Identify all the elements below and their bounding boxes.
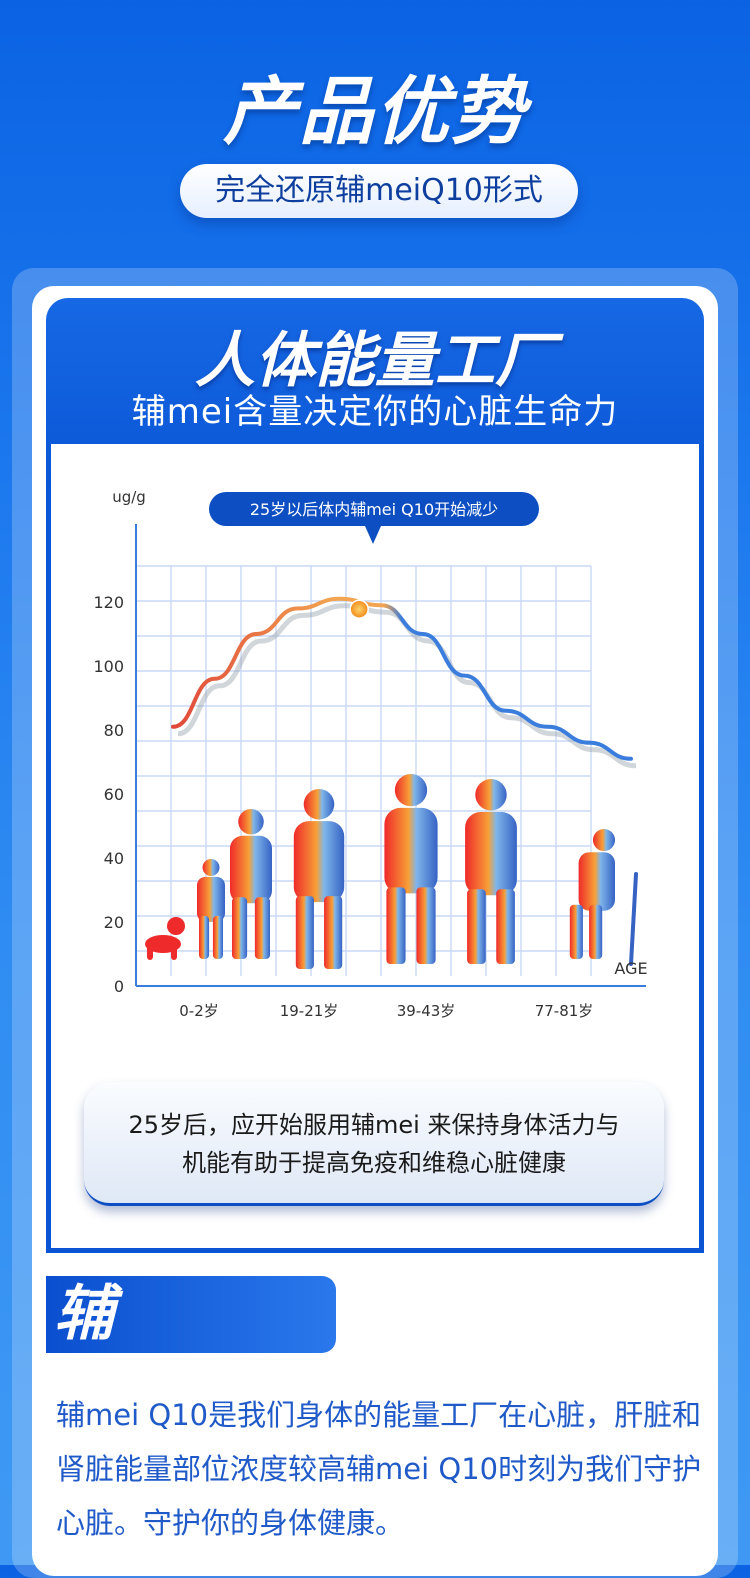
figure-body (578, 852, 615, 911)
figure-body (384, 807, 438, 894)
annotation-pointer (365, 526, 381, 544)
energy-chart: ug/g 0 20 40 60 80 100 120 0-2岁 19-21岁 39-43岁 77-81… (93, 488, 647, 1020)
figure-leg (386, 887, 406, 964)
y-tick-label: 40 (104, 849, 124, 868)
figure-head (303, 789, 335, 820)
figure-leg (589, 904, 603, 959)
x-tick-label: 19-21岁 (280, 1002, 339, 1020)
curve-shadow (177, 603, 637, 769)
figure-leg (232, 897, 248, 959)
peak-marker (349, 599, 369, 619)
y-tick-label: 120 (93, 593, 124, 612)
product-tag: 辅meiQ10 (46, 1276, 336, 1426)
figure-toddler (197, 859, 225, 959)
figure-teen (293, 789, 345, 969)
figure-baby (145, 917, 185, 960)
page-title: 产品优势 (223, 69, 527, 155)
figure-body (197, 876, 225, 922)
figure-leg (254, 897, 270, 959)
figure-leg (467, 889, 486, 964)
x-tick-label: 77-81岁 (535, 1002, 594, 1020)
figure-head (475, 779, 507, 811)
cane (629, 872, 638, 966)
figure-elderly (569, 829, 616, 959)
y-tick-label: 0 (114, 977, 124, 996)
y-tick-label: 80 (104, 721, 124, 740)
figure-older-adult (465, 779, 517, 964)
y-tick-label: 20 (104, 913, 124, 932)
figure-leg (212, 915, 223, 959)
figure-leg (496, 889, 515, 964)
figure-body (465, 812, 517, 896)
description-line-3: 心脏。守护你的身体健康。 (56, 1506, 405, 1540)
y-axis-label: ug/g (112, 488, 146, 506)
energy-curve (171, 596, 633, 761)
figure-leg (199, 915, 210, 959)
figure-leg (295, 896, 314, 969)
annotation-bubble (209, 492, 539, 526)
section-title: 人体能量工厂 (195, 326, 555, 396)
figure-adult (384, 774, 438, 964)
x-tick-label: 0-2岁 (179, 1002, 219, 1020)
x-axis-label: AGE (614, 959, 647, 978)
figure-leg (171, 944, 177, 960)
figure-leg (324, 896, 343, 969)
figure-leg (147, 944, 153, 960)
y-tick-label: 100 (93, 657, 124, 676)
description-line-1: 辅mei Q10是我们身体的能量工厂在心脏，肝脏和 (56, 1398, 702, 1432)
advice-line-2: 机能有助于提高免疫和维稳心脏健康 (182, 1149, 566, 1177)
figure-head (592, 829, 616, 852)
figure-head (202, 859, 220, 876)
figure-head (394, 774, 428, 807)
advice-line-1: 25岁后，应开始服用辅mei 来保持身体活力与 (128, 1111, 620, 1139)
subtitle-pill: 完全还原辅meiQ10形式 (180, 164, 578, 218)
figure-child (230, 809, 272, 959)
figure-body (293, 821, 345, 903)
description-line-2: 肾脏能量部位浓度较高辅mei Q10时刻为我们守护 (56, 1452, 702, 1486)
figure-leg (416, 887, 436, 964)
figure-head (167, 917, 185, 935)
figure-head (238, 809, 264, 835)
y-tick-label: 60 (104, 785, 124, 804)
advice-callout: 25岁后，应开始服用辅mei 来保持身体活力与 机能有助于提高免疫和维稳心脏健康 (84, 1082, 664, 1206)
section-subtitle: 辅mei含量决定你的心脏生命力 (131, 392, 619, 432)
figure-leg (569, 904, 583, 959)
x-tick-label: 39-43岁 (397, 1002, 456, 1020)
product-description: 辅mei Q10是我们身体的能量工厂在心脏，肝脏和 肾脏能量部位浓度较高辅mei… (56, 1388, 716, 1550)
annotation-text: 25岁以后体内辅mei Q10开始减少 (250, 500, 498, 519)
figure-body (230, 835, 272, 904)
